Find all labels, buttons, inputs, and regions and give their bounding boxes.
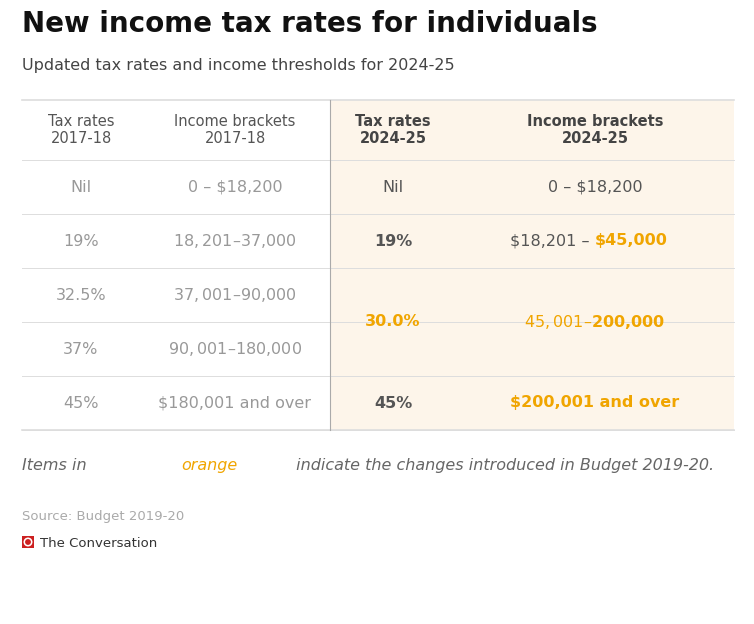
Text: $37,001 – $90,000: $37,001 – $90,000 [173, 286, 297, 304]
Text: Items in: Items in [22, 458, 92, 473]
Text: Updated tax rates and income thresholds for 2024-25: Updated tax rates and income thresholds … [22, 58, 455, 73]
Text: $45,000: $45,000 [595, 233, 668, 248]
Text: $200,001 and over: $200,001 and over [510, 396, 679, 411]
Circle shape [26, 540, 30, 544]
Text: orange: orange [181, 458, 238, 473]
Text: 37%: 37% [63, 341, 99, 356]
Text: 19%: 19% [63, 233, 99, 248]
Text: 30.0%: 30.0% [365, 314, 421, 329]
Text: 0 – $18,200: 0 – $18,200 [547, 180, 642, 195]
Text: 45%: 45% [63, 396, 99, 411]
Text: 0 – $18,200: 0 – $18,200 [188, 180, 282, 195]
Text: $45,001 – $200,000: $45,001 – $200,000 [524, 313, 666, 331]
Bar [22, 536, 34, 548]
Text: Income brackets
2024-25: Income brackets 2024-25 [527, 114, 664, 146]
Text: indicate the changes introduced in Budget 2019-20.: indicate the changes introduced in Budge… [291, 458, 714, 473]
Text: 19%: 19% [374, 233, 412, 248]
Text: The Conversation: The Conversation [40, 537, 158, 550]
Text: $180,001 and over: $180,001 and over [158, 396, 311, 411]
Text: Nil: Nil [70, 180, 91, 195]
Bar [330, 100, 734, 430]
Text: 45%: 45% [374, 396, 412, 411]
Text: $90,001 – $180,000: $90,001 – $180,000 [168, 340, 302, 358]
Text: Tax rates
2024-25: Tax rates 2024-25 [355, 114, 431, 146]
Circle shape [24, 538, 32, 546]
Text: 32.5%: 32.5% [56, 288, 106, 303]
Text: Nil: Nil [382, 180, 403, 195]
Text: $18,201 – $37,000: $18,201 – $37,000 [173, 232, 297, 250]
Text: $18,201 –: $18,201 – [510, 233, 595, 248]
Text: Source: Budget 2019-20: Source: Budget 2019-20 [22, 510, 184, 523]
Text: Tax rates
2017-18: Tax rates 2017-18 [48, 114, 115, 146]
Text: New income tax rates for individuals: New income tax rates for individuals [22, 10, 598, 38]
Text: Income brackets
2017-18: Income brackets 2017-18 [174, 114, 296, 146]
